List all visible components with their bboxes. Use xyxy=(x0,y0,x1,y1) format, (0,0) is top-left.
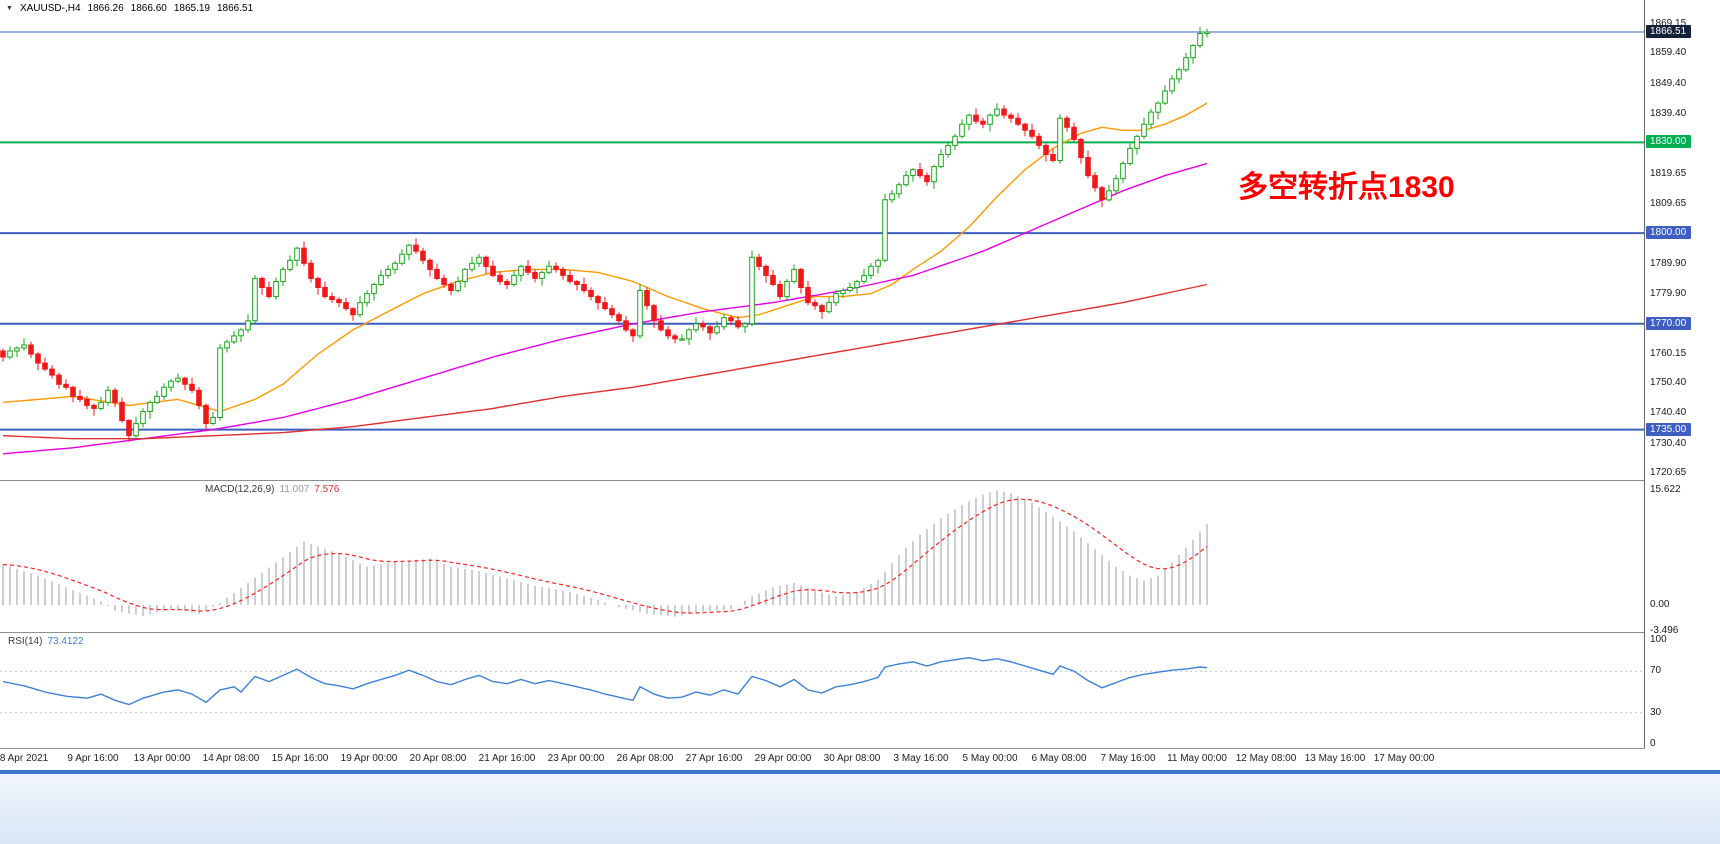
ma-mid-line xyxy=(2,162,1208,455)
rsi-tick-label: 100 xyxy=(1650,634,1667,645)
price-badge-1830.00: 1830.00 xyxy=(1646,135,1692,149)
time-axis[interactable]: 8 Apr 2021 9 Apr 16:00 13 Apr 00:00 14 Apr … xyxy=(0,751,1720,768)
price-tick-label: 1869.15 xyxy=(1650,18,1687,29)
ohlc-close-value: 1866.51 xyxy=(216,3,254,14)
macd-tick-label: -3.496 xyxy=(1650,624,1679,636)
macd-histogram xyxy=(2,490,1208,617)
horizontal-lines xyxy=(0,31,1644,431)
price-tick-label: 1760.15 xyxy=(1650,347,1687,359)
ma-fast-line xyxy=(2,102,1208,413)
time-tick-label: 17 May 00:00 xyxy=(1373,753,1435,764)
time-tick-label: 27 Apr 16:00 xyxy=(685,753,743,764)
ohlc-high-value: 1866.60 xyxy=(130,3,167,14)
chart-canvas xyxy=(0,0,1720,749)
price-badge-1770.00: 1770.00 xyxy=(1646,316,1692,330)
ohlc-open-value: 1866.26 xyxy=(87,3,124,14)
price-tick-label: 1730.40 xyxy=(1650,437,1687,449)
time-tick-label: 26 Apr 08:00 xyxy=(616,753,674,764)
ohlc-low-value: 1865.19 xyxy=(173,3,210,14)
price-tick-label: 1839.40 xyxy=(1650,107,1687,119)
rsi-tick-label: 30 xyxy=(1650,706,1662,718)
bottom-scroll-area xyxy=(0,770,1720,844)
ma-slow-line xyxy=(2,283,1208,440)
price-axis[interactable]: 1869.15 1859.40 1849.40 1839.40 1819.65 1809.… xyxy=(1645,0,1720,770)
price-tick-label: 1809.65 xyxy=(1650,197,1687,209)
macd-indicator-label: MACD(12,26,9) 11.007 7.576 xyxy=(205,484,339,495)
time-tick-label: 12 May 08:00 xyxy=(1235,753,1297,764)
price-tick-label: 1720.65 xyxy=(1650,467,1687,478)
price-badge-1735.00: 1735.00 xyxy=(1646,422,1692,436)
time-tick-label: 9 Apr 16:00 xyxy=(67,753,119,764)
price-tick-label: 1789.90 xyxy=(1650,257,1687,269)
symbol-dropdown-icon[interactable]: ▼ xyxy=(6,5,13,12)
time-tick-label: 8 Apr 2021 xyxy=(0,753,49,764)
rsi-levels xyxy=(0,670,1644,714)
time-tick-label: 7 May 16:00 xyxy=(1100,753,1156,764)
macd-main-value: 11.007 xyxy=(279,484,310,495)
symbol-timeframe-label: XAUUSD-,H4 xyxy=(19,3,81,14)
rsi-value: 73.4122 xyxy=(47,636,84,647)
h-scrollbar[interactable] xyxy=(0,770,1720,774)
macd-tick-label: 15.622 xyxy=(1650,484,1681,495)
time-tick-label: 29 Apr 00:00 xyxy=(754,753,812,764)
annotation-text: 多空转折点1830 xyxy=(1238,171,1455,204)
time-tick-label: 20 Apr 08:00 xyxy=(409,753,467,764)
rsi-name: RSI(14) xyxy=(8,636,43,647)
time-tick-label: 3 May 16:00 xyxy=(893,753,949,764)
macd-signal-line xyxy=(2,498,1208,614)
macd-tick-label: 0.00 xyxy=(1650,599,1670,610)
time-tick-label: 15 Apr 16:00 xyxy=(271,753,329,764)
time-tick-label: 21 Apr 16:00 xyxy=(478,753,536,764)
chart-area[interactable]: ▼ XAUUSD-,H4 1866.26 1866.60 1865.19 186… xyxy=(0,0,1720,770)
price-badge-1800.00: 1800.00 xyxy=(1646,226,1692,240)
price-tick-label: 1849.40 xyxy=(1650,77,1687,89)
price-tick-label: 1740.40 xyxy=(1650,407,1687,419)
price-badge-1866.51: 1866.51 xyxy=(1646,24,1692,38)
chart-titlebar: ▼ XAUUSD-,H4 1866.26 1866.60 1865.19 186… xyxy=(6,3,253,14)
macd-signal-value: 7.576 xyxy=(314,484,340,495)
time-tick-label: 13 May 16:00 xyxy=(1304,753,1366,764)
macd-name: MACD(12,26,9) xyxy=(205,484,275,495)
price-tick-label: 1859.40 xyxy=(1650,47,1687,59)
candles-layer xyxy=(0,26,1210,442)
time-tick-label: 11 May 00:00 xyxy=(1167,753,1227,764)
panel-separators xyxy=(0,0,1720,749)
price-tick-label: 1819.65 xyxy=(1650,167,1687,179)
time-tick-label: 30 Apr 08:00 xyxy=(823,753,881,764)
rsi-indicator-label: RSI(14) 73.4122 xyxy=(8,636,84,647)
time-tick-label: 23 Apr 00:00 xyxy=(547,753,605,764)
time-tick-label: 19 Apr 00:00 xyxy=(340,753,398,764)
time-tick-label: 6 May 08:00 xyxy=(1031,753,1087,764)
time-tick-label: 14 Apr 08:00 xyxy=(202,753,260,764)
rsi-tick-label: 70 xyxy=(1650,665,1662,677)
rsi-tick-label: 0 xyxy=(1650,738,1656,749)
time-tick-label: 13 Apr 00:00 xyxy=(133,753,191,764)
price-tick-label: 1779.90 xyxy=(1650,287,1687,299)
rsi-line xyxy=(2,656,1208,706)
time-tick-label: 5 May 00:00 xyxy=(962,753,1018,764)
price-tick-label: 1750.40 xyxy=(1650,377,1687,389)
